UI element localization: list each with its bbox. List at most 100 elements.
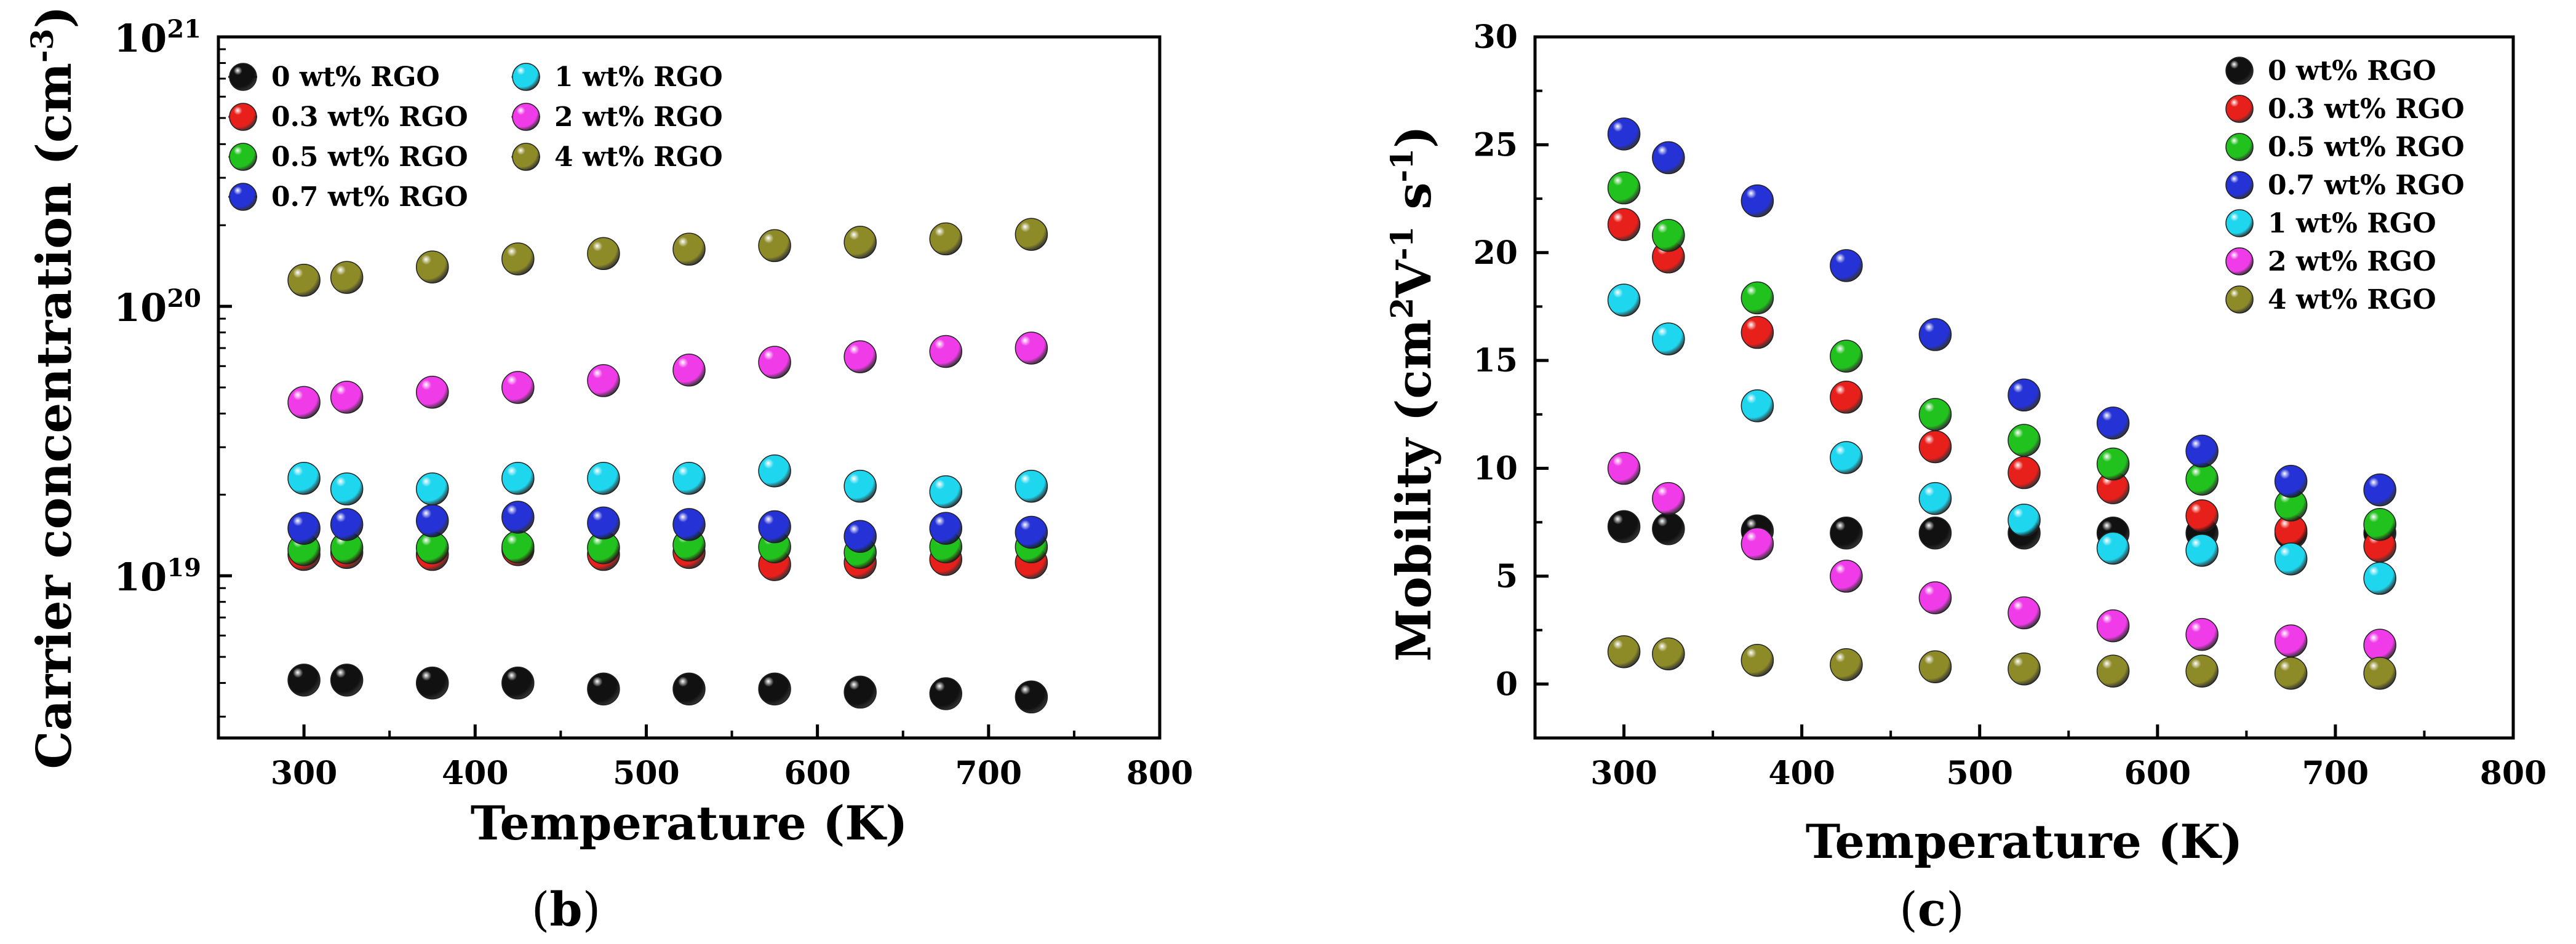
panel-b-point-0-7-wtpct-rgo xyxy=(287,512,321,545)
panel-c-point-0-7-wtpct-rgo xyxy=(1652,141,1685,175)
panel-b-point-2-wtpct-rgo xyxy=(758,346,791,379)
panel-c-point-1-wtpct-rgo xyxy=(1741,389,1774,422)
panel-b-point-2-wtpct-rgo xyxy=(287,386,321,419)
panel-b-point-2-wtpct-rgo xyxy=(587,364,620,397)
panel-c-point-1-wtpct-rgo xyxy=(2096,531,2130,565)
panel-c-y-tick-label: 25 xyxy=(1473,126,1518,164)
panel-c-legend-label: 4 wt% RGO xyxy=(2268,284,2436,315)
panel-c-legend-marker xyxy=(2225,133,2254,161)
panel-b-point-0-7-wtpct-rgo xyxy=(843,520,877,553)
panel-b-legend-label: 1 wt% RGO xyxy=(554,61,723,93)
panel-c-point-0-5-wtpct-rgo xyxy=(1918,398,1952,431)
panel-c-legend-marker xyxy=(2225,209,2254,237)
panel-b-point-2-wtpct-rgo xyxy=(1015,331,1048,365)
panel-b-legend-marker xyxy=(512,63,540,91)
panel-b-y-ticks: 1019 1020 1021 xyxy=(114,15,232,718)
panel-c-point-0-5-wtpct-rgo xyxy=(2185,462,2219,496)
panel-c-legend-item-0-7-wtpct-rgo: 0.7 wt% RGO xyxy=(2225,170,2465,201)
panel-b-legend-label: 2 wt% RGO xyxy=(554,101,723,133)
panel-b-point-1-wtpct-rgo xyxy=(1015,469,1048,503)
panel-b-x-axis-label: Temperature (K) xyxy=(471,796,908,851)
panel-b-point-0-wtpct-rgo xyxy=(929,677,963,710)
panel-c-point-2-wtpct-rgo xyxy=(2096,609,2130,643)
panel-b-point-0-wtpct-rgo xyxy=(1015,680,1048,714)
panel-c-point-1-wtpct-rgo xyxy=(1652,322,1685,355)
panel-c-x-tick-label: 700 xyxy=(2302,755,2369,792)
panel-b-point-2-wtpct-rgo xyxy=(501,371,535,404)
panel-c-legend-label: 1 wt% RGO xyxy=(2268,208,2436,239)
panel-c-point-0-5-wtpct-rgo xyxy=(1830,339,1863,373)
panel-c-point-2-wtpct-rgo xyxy=(2363,629,2396,662)
panel-b-point-1-wtpct-rgo xyxy=(501,462,535,495)
panel-c-x-tick-label: 500 xyxy=(1946,755,2013,792)
panel-c-legend-label: 2 wt% RGO xyxy=(2268,246,2436,277)
panel-c-point-0-3-wtpct-rgo xyxy=(1741,315,1774,349)
panel-b-point-0-7-wtpct-rgo xyxy=(330,508,364,541)
panel-c-point-0-7-wtpct-rgo xyxy=(2008,378,2041,412)
panel-c-point-0-5-wtpct-rgo xyxy=(1607,171,1641,205)
panel-c-point-2-wtpct-rgo xyxy=(2008,596,2041,630)
panel-b-point-4-wtpct-rgo xyxy=(1015,218,1048,251)
panel-b-point-1-wtpct-rgo xyxy=(330,472,364,506)
panel-c-point-0-7-wtpct-rgo xyxy=(1830,249,1863,282)
panel-b-point-4-wtpct-rgo xyxy=(330,261,364,294)
panel-c-point-2-wtpct-rgo xyxy=(1830,560,1863,593)
panel-b-legend-marker xyxy=(229,103,257,131)
panel-b-legend-item-2-wtpct-rgo: 2 wt% RGO xyxy=(511,101,723,133)
panel-c-point-0-5-wtpct-rgo xyxy=(1741,281,1774,315)
panel-b-point-0-7-wtpct-rgo xyxy=(415,504,449,537)
panel-b-x-tick-label: 400 xyxy=(442,755,509,792)
panel-c-point-4-wtpct-rgo xyxy=(1652,637,1685,670)
panel-c-x-tick-label: 800 xyxy=(2480,755,2547,792)
panel-b-x-tick-label: 500 xyxy=(613,755,680,792)
panel-c-legend-label: 0.3 wt% RGO xyxy=(2268,93,2465,125)
panel-b-legend-label: 4 wt% RGO xyxy=(554,141,723,173)
panel-c-point-4-wtpct-rgo xyxy=(2185,654,2219,688)
panel-c-point-0-7-wtpct-rgo xyxy=(2363,473,2396,507)
panel-c-point-2-wtpct-rgo xyxy=(1607,451,1641,485)
panel-b-point-4-wtpct-rgo xyxy=(287,263,321,297)
panel-c-legend-label: 0 wt% RGO xyxy=(2268,55,2436,87)
panel-c-point-0-7-wtpct-rgo xyxy=(1918,318,1952,351)
panel-b-point-4-wtpct-rgo xyxy=(929,222,963,256)
panel-c-legend-label: 0.7 wt% RGO xyxy=(2268,170,2465,201)
panel-c-legend-label: 0.5 wt% RGO xyxy=(2268,132,2465,163)
panel-b-point-0-wtpct-rgo xyxy=(758,672,791,706)
panel-b-legend-marker xyxy=(229,63,257,91)
panel-c-caption: (c) xyxy=(1899,882,1964,937)
panel-b-point-0-wtpct-rgo xyxy=(843,675,877,709)
panel-c-point-2-wtpct-rgo xyxy=(2274,624,2308,657)
panel-b-point-4-wtpct-rgo xyxy=(587,237,620,271)
panel-b-point-1-wtpct-rgo xyxy=(287,462,321,495)
panel-b-carrier-concentration: 300 400 500 600 700 800 1019 1020 1021 0 wt% RG… xyxy=(24,6,1194,937)
panel-b-point-2-wtpct-rgo xyxy=(330,381,364,414)
panel-b-point-2-wtpct-rgo xyxy=(929,335,963,368)
panel-b-y-tick-label: 1019 xyxy=(114,553,201,600)
panel-b-data-points xyxy=(287,218,1048,714)
panel-c-point-0-3-wtpct-rgo xyxy=(1830,381,1863,414)
panel-b-point-0-7-wtpct-rgo xyxy=(1015,515,1048,549)
panel-c-x-ticks: 300 400 500 600 700 800 xyxy=(1534,724,2547,792)
panel-b-point-0-7-wtpct-rgo xyxy=(587,506,620,540)
panel-c-y-tick-label: 15 xyxy=(1473,342,1518,379)
panel-b-legend-item-0-7-wtpct-rgo: 0.7 wt% RGO xyxy=(228,181,468,213)
panel-c-legend-marker xyxy=(2225,57,2254,85)
panel-b-point-0-7-wtpct-rgo xyxy=(501,501,535,534)
panel-b-x-tick-label: 800 xyxy=(1127,755,1194,792)
panel-c-point-4-wtpct-rgo xyxy=(1830,648,1863,681)
panel-b-point-1-wtpct-rgo xyxy=(929,475,963,509)
panel-c-legend-item-0-3-wtpct-rgo: 0.3 wt% RGO xyxy=(2225,93,2465,125)
panel-b-caption: (b) xyxy=(532,882,600,937)
panel-c-y-axis-label: Mobility (cm2V-1 s-1) xyxy=(1384,125,1443,662)
panel-c-point-2-wtpct-rgo xyxy=(2185,617,2219,651)
panel-b-legend-label: 0.3 wt% RGO xyxy=(271,101,468,133)
panel-b-point-1-wtpct-rgo xyxy=(672,462,706,495)
panel-c-point-1-wtpct-rgo xyxy=(1607,284,1641,317)
panel-b-point-1-wtpct-rgo xyxy=(587,462,620,495)
panel-b-legend: 0 wt% RGO 0.3 wt% RGO 0.5 wt% RGO 0.7 wt% R… xyxy=(228,61,723,213)
panel-c-y-ticks: 0 5 10 15 20 25 30 xyxy=(1473,18,1549,703)
panel-b-x-tick-label: 600 xyxy=(784,755,851,792)
panel-c-mobility: 300 400 500 600 700 800 0 5 10 15 20 25 30 0 wt% RG… xyxy=(1384,18,2547,937)
panel-c-point-4-wtpct-rgo xyxy=(2008,652,2041,686)
panel-c-point-0-3-wtpct-rgo xyxy=(2185,499,2219,533)
